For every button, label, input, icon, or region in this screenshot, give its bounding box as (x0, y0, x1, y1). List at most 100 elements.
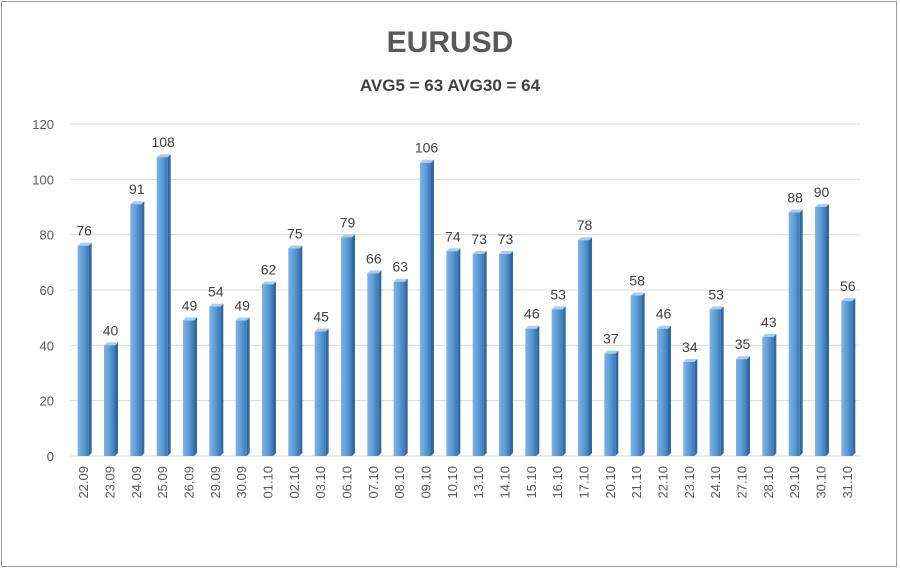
bar-top (630, 292, 645, 296)
y-tick-label: 0 (47, 449, 54, 464)
bar-side (694, 358, 698, 456)
bar-top (604, 350, 619, 354)
chart-subtitle: AVG5 = 63 AVG30 = 64 (359, 76, 541, 95)
bar-side (167, 154, 171, 456)
bar-side (246, 317, 250, 456)
data-label: 54 (208, 284, 224, 300)
bar (130, 204, 142, 456)
bar-side (720, 306, 724, 456)
x-tick-label: 16.10 (550, 466, 565, 499)
x-tick-label: 22.10 (656, 466, 671, 499)
data-label: 43 (761, 314, 777, 330)
data-label: 49 (234, 297, 250, 313)
bar (630, 295, 642, 456)
x-tick-label: 20.10 (603, 466, 618, 499)
bar-top (183, 317, 197, 321)
data-label: 49 (182, 297, 198, 313)
bar-top (709, 306, 724, 310)
data-label: 79 (340, 214, 356, 230)
data-label: 58 (629, 273, 645, 289)
bar (209, 306, 221, 456)
bar (762, 337, 774, 456)
bar (683, 361, 695, 456)
y-tick-label: 40 (40, 338, 54, 353)
data-label: 35 (735, 336, 751, 352)
bar-side (510, 251, 513, 456)
bar-top (367, 270, 382, 274)
data-label: 40 (103, 322, 119, 338)
y-tick-label: 80 (40, 228, 54, 243)
x-tick-label: 06.10 (340, 466, 355, 499)
bar-side (483, 251, 487, 456)
data-label: 90 (814, 184, 830, 200)
x-tick-label: 29.09 (208, 466, 223, 499)
data-label: 37 (603, 331, 619, 347)
y-tick-label: 120 (32, 117, 54, 132)
bar-top (762, 334, 777, 338)
bar-side (115, 342, 118, 456)
x-tick-label: 26.09 (182, 466, 197, 499)
data-label: 56 (840, 278, 856, 294)
bar (262, 284, 273, 456)
bar-side (536, 325, 540, 456)
bar-top (841, 298, 856, 302)
bar (472, 254, 484, 456)
bar-top (209, 303, 224, 307)
bar-side (431, 159, 434, 456)
x-tick-label: 30.10 (814, 466, 829, 499)
data-label: 88 (787, 190, 803, 206)
x-tick-label: 02.10 (287, 466, 302, 499)
bar-side (378, 270, 382, 456)
bar-top (341, 234, 355, 238)
bar-side (668, 325, 671, 456)
bar-side (615, 350, 619, 456)
bar-top (499, 251, 513, 255)
bar-side (826, 204, 829, 456)
bar-side (457, 248, 461, 456)
bar-side (852, 298, 856, 456)
bar-side (220, 303, 224, 456)
x-tick-label: 23.09 (103, 466, 118, 499)
bar (393, 281, 405, 456)
bar (709, 309, 721, 456)
data-label: 106 (415, 140, 439, 156)
data-label: 76 (76, 223, 92, 239)
data-label: 34 (682, 339, 698, 355)
x-tick-label: 03.10 (313, 466, 328, 499)
bar-top (314, 328, 329, 332)
bar-side (747, 356, 750, 456)
bar (657, 328, 668, 456)
data-label: 62 (261, 261, 277, 277)
x-tick-label: 15.10 (524, 466, 539, 499)
bar (288, 248, 300, 456)
x-tick-label: 07.10 (366, 466, 381, 499)
bar (235, 320, 247, 456)
x-tick-label: 30.09 (234, 466, 249, 499)
data-label: 73 (471, 231, 487, 247)
bar-side (88, 242, 92, 456)
bar (420, 162, 431, 456)
bar-top (736, 356, 750, 360)
data-labels: 76 40 91 108 49 54 49 62 75 45 79 66 63 106 74 73 73 46 53… (76, 134, 855, 355)
bar-top (788, 209, 803, 213)
x-axis-ticks: 22.09 23.09 24.09 25.09 26.09 29.09 30.09 01.10… (76, 466, 855, 499)
bar-top (446, 248, 461, 252)
x-tick-label: 08.10 (392, 466, 407, 499)
data-label: 78 (577, 217, 593, 233)
data-label: 73 (498, 231, 514, 247)
bar (841, 301, 853, 456)
x-tick-label: 28.10 (761, 466, 776, 499)
x-tick-label: 24.09 (129, 466, 144, 499)
data-label: 108 (151, 134, 175, 150)
data-label: 45 (313, 309, 329, 325)
bar (499, 254, 510, 456)
bar (604, 353, 616, 456)
bar (736, 359, 747, 456)
y-tick-label: 60 (40, 283, 54, 298)
bar (788, 212, 800, 456)
data-label: 46 (656, 306, 672, 322)
x-tick-label: 23.10 (682, 466, 697, 499)
data-label: 91 (129, 181, 145, 197)
data-label: 53 (550, 286, 566, 302)
bar-side (141, 201, 145, 456)
